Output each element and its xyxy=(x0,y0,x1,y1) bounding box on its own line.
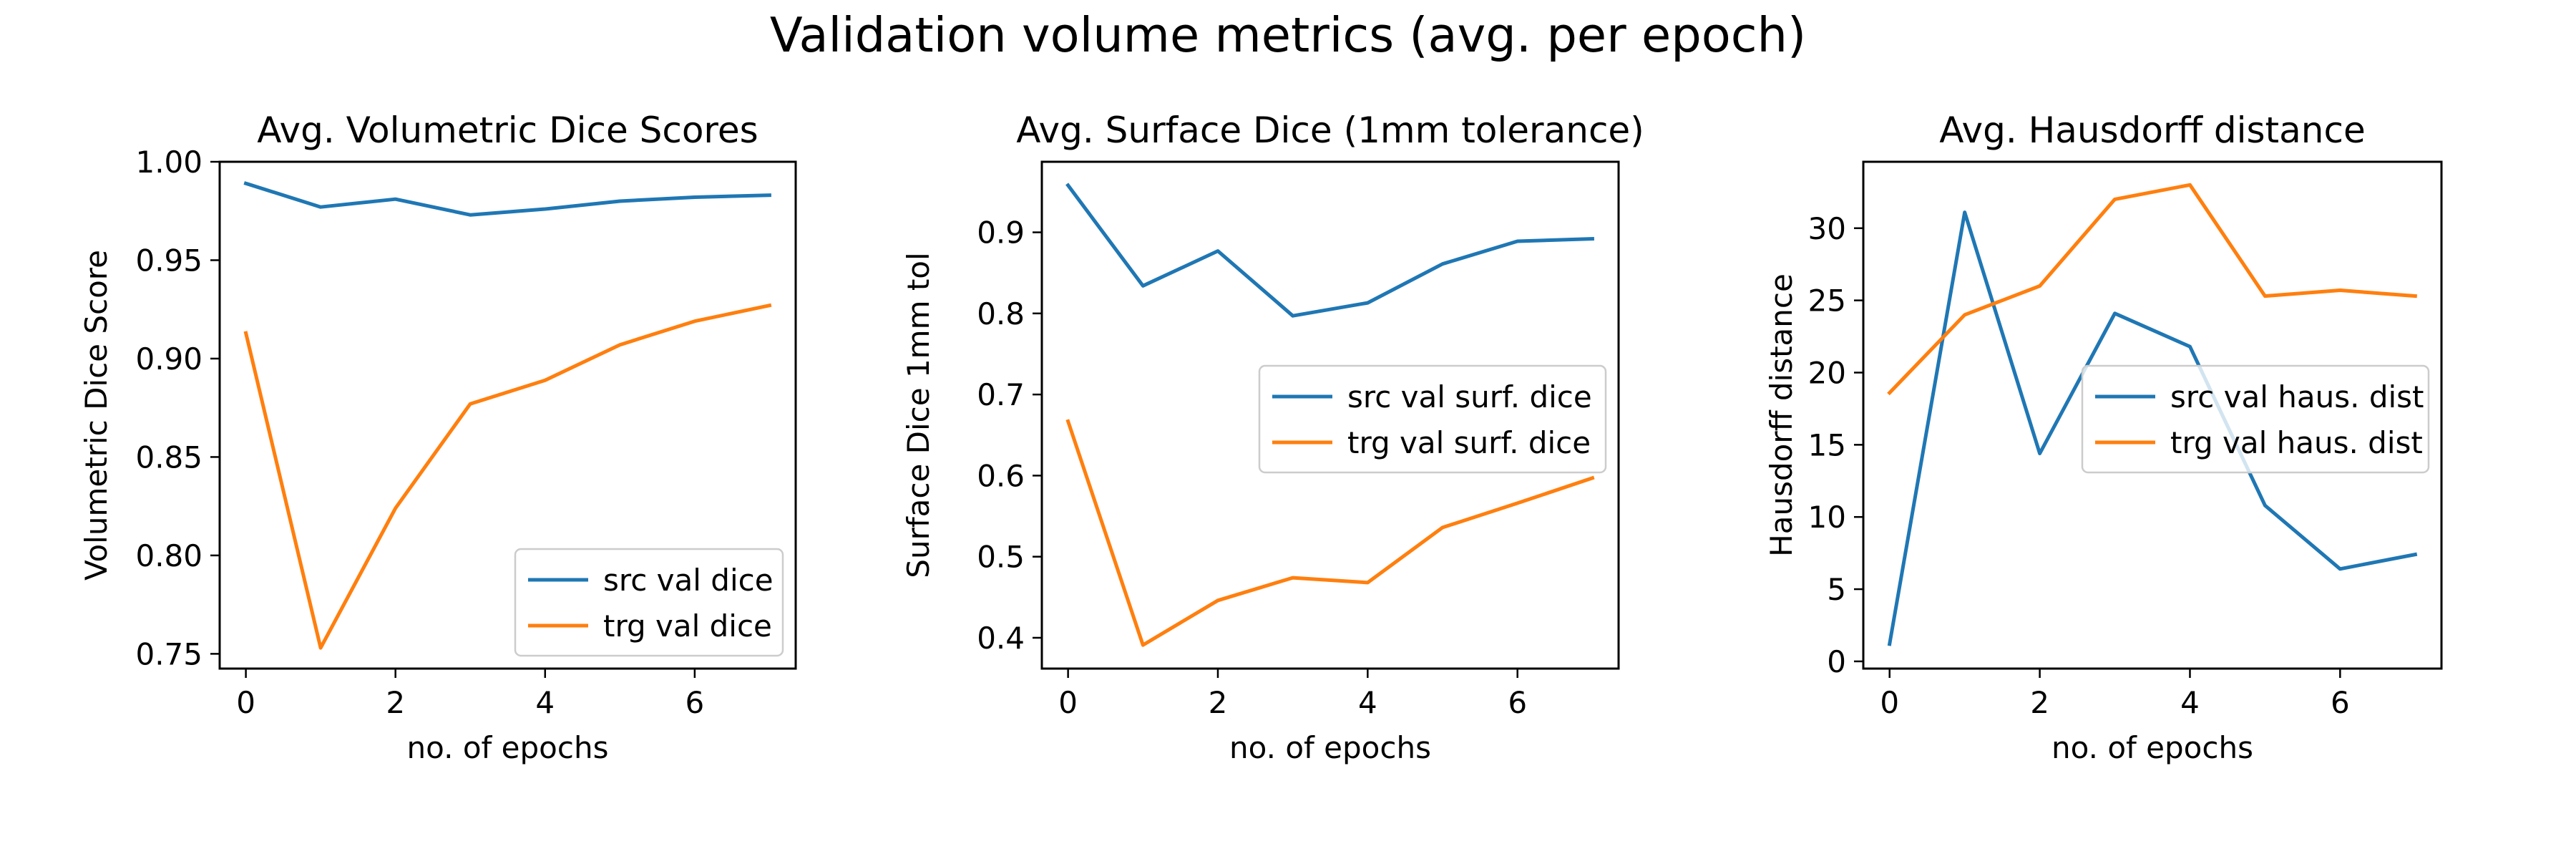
y-tick-label: 0.90 xyxy=(135,341,203,377)
y-tick-label: 0.8 xyxy=(977,296,1025,331)
legend: src val dice trg val dice xyxy=(514,548,784,657)
x-tick-label: 4 xyxy=(1358,685,1377,720)
chart-title: Avg. Surface Dice (1mm tolerance) xyxy=(1016,110,1644,151)
x-tick-label: 2 xyxy=(2030,685,2049,720)
y-tick-label: 10 xyxy=(1808,500,1846,535)
axes-frame xyxy=(1862,160,2443,670)
y-tick-label: 25 xyxy=(1808,283,1846,319)
chart-panel-hausdorff: 0 2 4 6 0 5 10 15 20 25 30 Avg. Hausdorff distance n… xyxy=(1764,110,2443,765)
y-tick-label: 0.7 xyxy=(977,377,1025,412)
x-tick-label: 6 xyxy=(1508,685,1527,720)
axes-frame xyxy=(1040,160,1620,670)
y-tick-label: 0.4 xyxy=(977,621,1025,656)
x-tick-label: 6 xyxy=(2331,685,2350,720)
x-tick-label: 4 xyxy=(535,685,555,720)
x-tick-label: 2 xyxy=(1209,685,1228,720)
y-axis-label: Surface Dice 1mm tol xyxy=(901,252,936,578)
y-tick-label: 5 xyxy=(1827,572,1846,607)
legend: src val surf. dice trg val surf. dice xyxy=(1258,364,1607,474)
y-tick-label: 0 xyxy=(1827,644,1846,679)
y-axis-label: Hausdorff distance xyxy=(1764,273,1799,557)
x-tick-label: 2 xyxy=(386,685,405,720)
y-tick-label: 0.80 xyxy=(135,538,203,573)
legend-box xyxy=(514,548,784,657)
series-line-src xyxy=(1065,183,1594,318)
y-tick-label: 15 xyxy=(1808,427,1846,462)
y-tick-label: 20 xyxy=(1808,355,1846,390)
legend-label-src: src val surf. dice xyxy=(1347,379,1592,414)
x-axis-label: no. of epochs xyxy=(1229,730,1431,765)
legend-label-trg: trg val haus. dist xyxy=(2170,425,2423,460)
y-tick-label: 0.95 xyxy=(135,243,203,278)
legend-box xyxy=(1258,364,1607,474)
x-tick-label: 0 xyxy=(1880,685,1899,720)
series-line-trg xyxy=(1065,419,1595,647)
series-line-src xyxy=(1887,210,2418,646)
y-tick-label: 0.6 xyxy=(977,458,1025,493)
legend-label-src: src val haus. dist xyxy=(2170,379,2424,414)
chart-panel-volumetric-dice: 0 2 4 6 0.75 0.80 0.85 0.90 0.95 1.00 Avg. Volumet… xyxy=(79,110,797,765)
y-tick-label: 0.5 xyxy=(977,540,1025,575)
x-axis-label: no. of epochs xyxy=(2051,730,2253,765)
legend-label-src: src val dice xyxy=(603,563,774,598)
x-axis-label: no. of epochs xyxy=(407,730,609,765)
chart-title: Avg. Volumetric Dice Scores xyxy=(257,110,758,151)
x-tick-label: 0 xyxy=(236,685,255,720)
y-tick-label: 0.85 xyxy=(135,440,203,475)
axes-frame xyxy=(218,160,797,670)
y-tick-label: 30 xyxy=(1808,211,1846,246)
series-line-trg xyxy=(1887,183,2417,396)
figure-title: Validation volume metrics (avg. per epoc… xyxy=(770,7,1806,63)
x-tick-label: 4 xyxy=(2180,685,2200,720)
y-tick-label: 0.9 xyxy=(977,215,1025,251)
chart-title: Avg. Hausdorff distance xyxy=(1939,110,2365,151)
y-axis-label: Volumetric Dice Score xyxy=(79,250,114,581)
series-line-src xyxy=(243,181,771,217)
chart-panel-surface-dice: 0 2 4 6 0.4 0.5 0.6 0.7 0.8 0.9 Avg. Surface Dice … xyxy=(901,110,1644,765)
x-tick-label: 0 xyxy=(1058,685,1078,720)
series-line-trg xyxy=(243,303,772,650)
legend: src val haus. dist trg val haus. dist xyxy=(2081,364,2430,474)
y-tick-label: 1.00 xyxy=(135,145,203,180)
x-tick-label: 6 xyxy=(685,685,704,720)
legend-label-trg: trg val dice xyxy=(603,608,772,644)
legend-label-trg: trg val surf. dice xyxy=(1347,425,1591,460)
y-tick-label: 0.75 xyxy=(135,636,203,671)
legend-box xyxy=(2081,364,2430,474)
